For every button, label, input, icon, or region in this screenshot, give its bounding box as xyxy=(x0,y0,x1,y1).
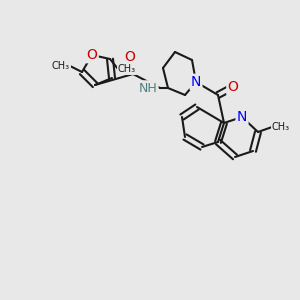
Text: O: O xyxy=(124,50,135,64)
Text: N: N xyxy=(191,75,201,89)
Text: CH₃: CH₃ xyxy=(272,122,290,132)
Text: O: O xyxy=(228,80,238,94)
Text: NH: NH xyxy=(139,82,158,94)
Text: N: N xyxy=(237,110,247,124)
Text: O: O xyxy=(87,48,98,62)
Text: CH₃: CH₃ xyxy=(118,64,136,74)
Text: CH₃: CH₃ xyxy=(52,61,70,71)
